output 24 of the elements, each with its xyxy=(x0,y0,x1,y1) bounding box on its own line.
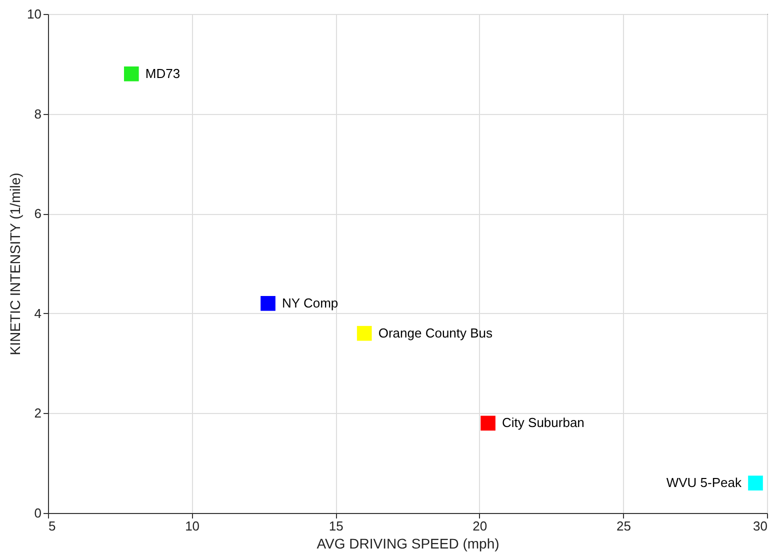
y-tick-label: 2 xyxy=(34,406,42,421)
x-tick-label: 10 xyxy=(185,518,200,534)
y-tick-label: 8 xyxy=(34,106,42,122)
point xyxy=(748,476,763,490)
point xyxy=(124,66,139,82)
point xyxy=(356,326,372,341)
series-label: WVU 5-Peak xyxy=(666,475,742,490)
series-label: City Suburban xyxy=(502,415,584,430)
series-label: MD73 xyxy=(145,66,180,81)
x-tick-label: 20 xyxy=(472,518,488,534)
y-tick-label: 6 xyxy=(34,206,42,222)
y-tick-label: 4 xyxy=(34,306,42,321)
y-tick-label: 10 xyxy=(27,6,42,22)
point xyxy=(260,296,276,311)
y-axis-title: KINETIC INTENSITY (1/mile) xyxy=(7,172,24,356)
point xyxy=(480,416,496,431)
x-axis-title: AVG DRIVING SPEED (mph) xyxy=(316,536,500,552)
x-tick-label: 25 xyxy=(616,518,631,534)
x-tick-label: 5 xyxy=(48,518,56,534)
series-label: NY Comp xyxy=(282,295,338,310)
x-tick-label: 30 xyxy=(753,518,768,534)
y-tick-label: 0 xyxy=(34,506,42,520)
x-tick-label: 15 xyxy=(328,518,344,534)
series-label: Orange County Bus xyxy=(378,325,494,340)
